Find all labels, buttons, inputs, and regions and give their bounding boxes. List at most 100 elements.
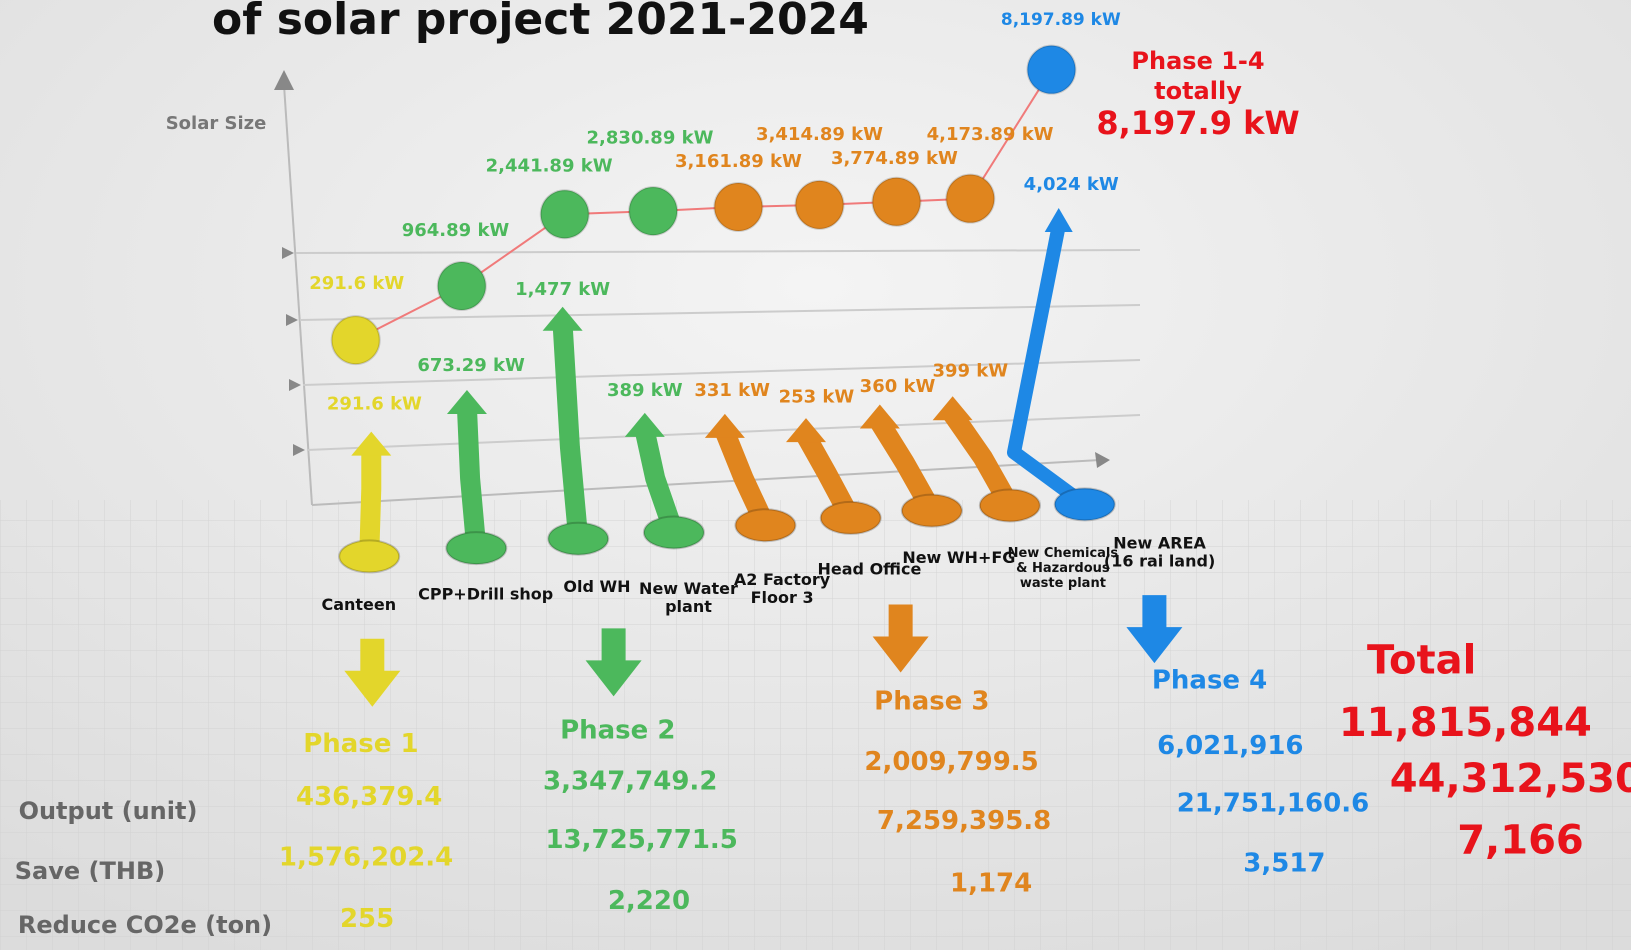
phase-name: Phase 1 [303,729,418,759]
phase-name: Phase 3 [874,687,989,717]
phase-value: 1,174 [950,869,1032,899]
cumulative-dot [945,173,996,224]
cumulative-dot [871,176,922,227]
site-name: (16 rai land) [1104,551,1215,570]
site-name: CPP+Drill shop [418,584,553,603]
site-size: 253 kW [779,386,855,407]
total-name: Total [1367,637,1476,683]
cumulative-label: 3,414.89 kW [756,124,883,145]
site-base [1053,487,1116,522]
phase-arrow [1126,595,1183,664]
phase-value: 436,379.4 [296,782,442,812]
phase-value: 3,517 [1243,849,1325,879]
cumulative-dot [539,189,590,240]
phase-total-line: totally [1154,77,1242,105]
site-base [338,539,401,574]
growth-arrow-head [859,404,900,429]
cumulative-label: 3,161.89 kW [675,151,802,172]
growth-arrow-shaft [1007,224,1089,511]
cumulative-dot [794,179,845,230]
cumulative-dot [436,261,487,311]
floor-grid [0,500,1631,950]
site-name: New Chemicals [1008,546,1119,561]
site-base [445,531,508,566]
growth-arrow-head [704,413,745,438]
site-name: New AREA [1113,533,1206,552]
growth-arrow-head [624,412,665,437]
phase-arrow [344,638,401,707]
axis-label: Solar Size [166,113,267,134]
site-name: New Water [639,579,738,598]
phase-value: 13,725,771.5 [545,825,737,855]
site-name: plant [665,597,712,616]
growth-arrow-head [786,418,826,443]
growth-arrow-shaft [456,407,487,549]
cumulative-label: 2,441.89 kW [486,155,613,176]
site-size: 673.29 kW [417,355,525,376]
site-base [547,521,610,556]
growth-arrow-head [542,306,583,331]
phase-total-value: 8,197.9 kW [1096,104,1299,142]
phase-value: 255 [340,904,394,934]
site-size: 399 kW [932,360,1008,381]
cumulative-label: 291.6 kW [309,273,404,294]
site-size: 1,477 kW [515,279,610,300]
phase-total-line: Phase 1-4 [1131,47,1264,75]
cumulative-label: 964.89 kW [402,220,510,241]
row-label: Reduce CO2e (ton) [18,911,272,939]
site-name: A2 Factory [734,570,831,589]
growth-arrow-head [1044,208,1073,232]
phase-value: 6,021,916 [1157,731,1303,761]
phase-value: 1,576,202.4 [279,843,453,873]
growth-arrow-shaft [635,428,684,536]
site-base [642,515,705,550]
cumulative-dot [628,186,679,237]
site-name: Canteen [321,595,396,614]
row-label: Save (THB) [15,857,165,885]
cumulative-dot [713,181,764,232]
cumulative-label: 3,774.89 kW [831,148,958,169]
site-name: New WH+FG [902,548,1015,567]
total-value: 44,312,530 [1390,756,1631,802]
phase-value: 7,259,395.8 [877,806,1051,836]
phase-value: 3,347,749.2 [543,767,717,797]
growth-arrow-shaft [715,428,775,530]
growth-arrow-shaft [944,408,1019,511]
site-size: 331 kW [694,380,770,401]
phase-arrow [872,604,929,673]
site-size: 291.6 kW [327,394,422,415]
site-name: waste plant [1020,576,1106,591]
site-base [734,508,797,543]
site-base [819,500,882,535]
site-name: Head Office [818,559,922,578]
growth-arrow-head [932,396,973,421]
growth-arrow-head [351,431,392,456]
phase-value: 21,751,160.6 [1177,788,1369,818]
site-size: 4,024 kW [1024,174,1119,195]
title: of solar project 2021-2024 [212,0,869,45]
cumulative-dot [1026,44,1077,95]
site-base [900,493,963,528]
total-value: 7,166 [1457,817,1584,863]
cumulative-dot [330,315,381,366]
site-base [978,488,1041,523]
site-name: & Hazardous [1016,561,1110,576]
total-value: 11,815,844 [1339,700,1592,746]
site-name: Old WH [563,577,630,596]
phase-value: 2,009,799.5 [864,747,1038,777]
site-size: 360 kW [860,376,936,397]
phase-name: Phase 4 [1152,666,1267,696]
cumulative-label: 2,830.89 kW [587,127,714,148]
cumulative-label: 4,173.89 kW [927,124,1054,145]
phase-name: Phase 2 [560,716,675,746]
site-name: Floor 3 [751,588,814,607]
growth-arrow-shaft [552,324,589,540]
axis-arrows [274,70,1110,468]
growth-arrow-shaft [359,449,382,557]
row-label: Output (unit) [19,797,198,825]
phase-value: 2,220 [608,886,690,916]
phase-arrow [585,628,642,697]
growth-arrow-head [446,390,487,414]
site-size: 389 kW [607,380,683,401]
